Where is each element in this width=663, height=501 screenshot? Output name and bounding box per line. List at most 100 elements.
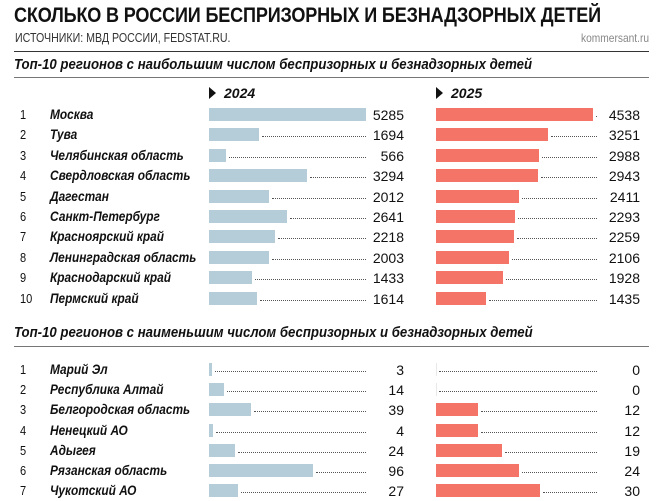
leader-line [543,492,597,494]
table-row: 1 Марий Эл 3 0 [0,360,663,380]
page-title: СКОЛЬКО В РОССИИ БЕСПРИЗОРНЫХ И БЕЗНАДЗО… [14,4,601,27]
value-label-2025: 0 [632,382,640,399]
triangle-icon [436,87,443,99]
value-label-2024: 3294 [372,168,404,185]
section-title-top: Топ-10 регионов с наибольшим числом бесп… [14,56,533,73]
value-label-2025: 2988 [608,147,640,164]
bar-2025 [436,210,516,223]
region-name: Ненецкий АО [50,422,128,438]
leader-line [551,136,597,138]
bar-2025 [436,148,540,162]
leader-line [241,492,366,494]
table-row: 4 Свердловская область 3294 2943 [0,166,663,186]
leader-line [228,156,366,158]
region-name: Пермский край [50,290,139,306]
triangle-icon [209,87,216,99]
leader-line [488,299,597,301]
leader-line [254,279,366,281]
region-name: Дагестан [50,188,109,204]
region-name: Краснодарский край [50,270,171,286]
value-label-2025: 2106 [608,249,640,266]
rank: 3 [20,402,27,418]
legend-2024: 2024 [209,85,255,101]
rank: 2 [20,127,27,143]
value-label-2025: 24 [624,463,640,479]
leader-line [227,391,366,393]
value-label-2025: 4538 [608,107,640,123]
bar-2024 [209,403,252,417]
leader-line [271,258,366,260]
table-row: 3 Белгородская область 39 12 [0,400,663,420]
rank: 7 [20,483,27,499]
value-label-2025: 1928 [608,270,640,287]
rank: 4 [20,168,27,184]
bar-2024 [209,443,235,457]
leader-line [518,218,597,219]
value-label-2024: 2218 [372,229,404,246]
leader-line [480,411,597,413]
bar-2025 [436,271,503,285]
leader-line [259,299,366,301]
leader-line [254,411,366,413]
value-label-2024: 2641 [372,209,404,225]
value-label-2024: 14 [388,382,404,399]
rank: 5 [20,188,27,204]
rank: 9 [20,270,27,286]
section-title-bottom: Топ-10 регионов с наименьшим числом бесп… [14,324,533,341]
source-note: ИСТОЧНИКИ: МВД РОССИИ, FEDSTAT.RU. [15,31,231,45]
bar-2024 [209,108,366,121]
leader-line [540,177,597,179]
bar-2024 [209,128,260,142]
bar-2024 [209,464,313,477]
rank: 10 [20,290,33,306]
leader-line [316,472,366,473]
value-label-2025: 2943 [608,168,640,185]
rank: 4 [20,422,27,438]
region-name: Ленинградская область [50,249,197,265]
leader-line [238,451,366,453]
bar-2025 [436,464,520,477]
rank: 3 [20,147,27,163]
table-row: 1 Москва 5285 4538 [0,105,663,125]
leader-line [439,391,597,393]
legend-2025: 2025 [436,85,482,101]
rank: 7 [20,229,27,245]
bar-2024 [209,210,288,223]
bar-2025 [436,291,486,305]
region-name: Санкт-Петербург [50,209,160,224]
bar-2025 [436,443,502,457]
value-label-2025: 0 [632,362,640,378]
bar-2025 [436,169,538,183]
table-row: 5 Адыгея 24 19 [0,441,663,461]
bar-2024 [209,423,214,437]
value-label-2024: 1614 [372,290,404,307]
region-name: Москва [50,107,94,122]
value-label-2025: 1435 [608,290,640,307]
leader-line [215,371,366,372]
value-label-2025: 12 [624,402,640,419]
table-row: 6 Рязанская область 96 24 [0,461,663,481]
table-row: 2 Тува 1694 3251 [0,125,663,145]
table-row: 8 Ленинградская область 2003 2106 [0,248,663,268]
value-label-2024: 566 [380,147,404,164]
rank: 6 [20,209,27,224]
legend-label: 2024 [224,85,256,101]
value-label-2024: 96 [388,463,404,479]
value-label-2024: 39 [388,402,404,419]
region-name: Республика Алтай [50,382,164,398]
bar-2025 [436,128,549,142]
leader-line [309,177,366,179]
value-label-2024: 2003 [372,249,404,266]
table-row: 4 Ненецкий АО 4 12 [0,421,663,441]
value-label-2024: 24 [388,442,404,459]
bar-2025 [436,484,540,498]
divider [14,77,649,78]
leader-line [522,472,597,473]
region-name: Белгородская область [50,402,191,418]
leader-line [522,197,597,199]
value-label-2024: 27 [388,483,404,500]
table-row: 7 Чукотский АО 27 30 [0,481,663,501]
bar-2025 [436,189,520,203]
leader-line [504,451,597,453]
bar-2025 [436,403,478,417]
